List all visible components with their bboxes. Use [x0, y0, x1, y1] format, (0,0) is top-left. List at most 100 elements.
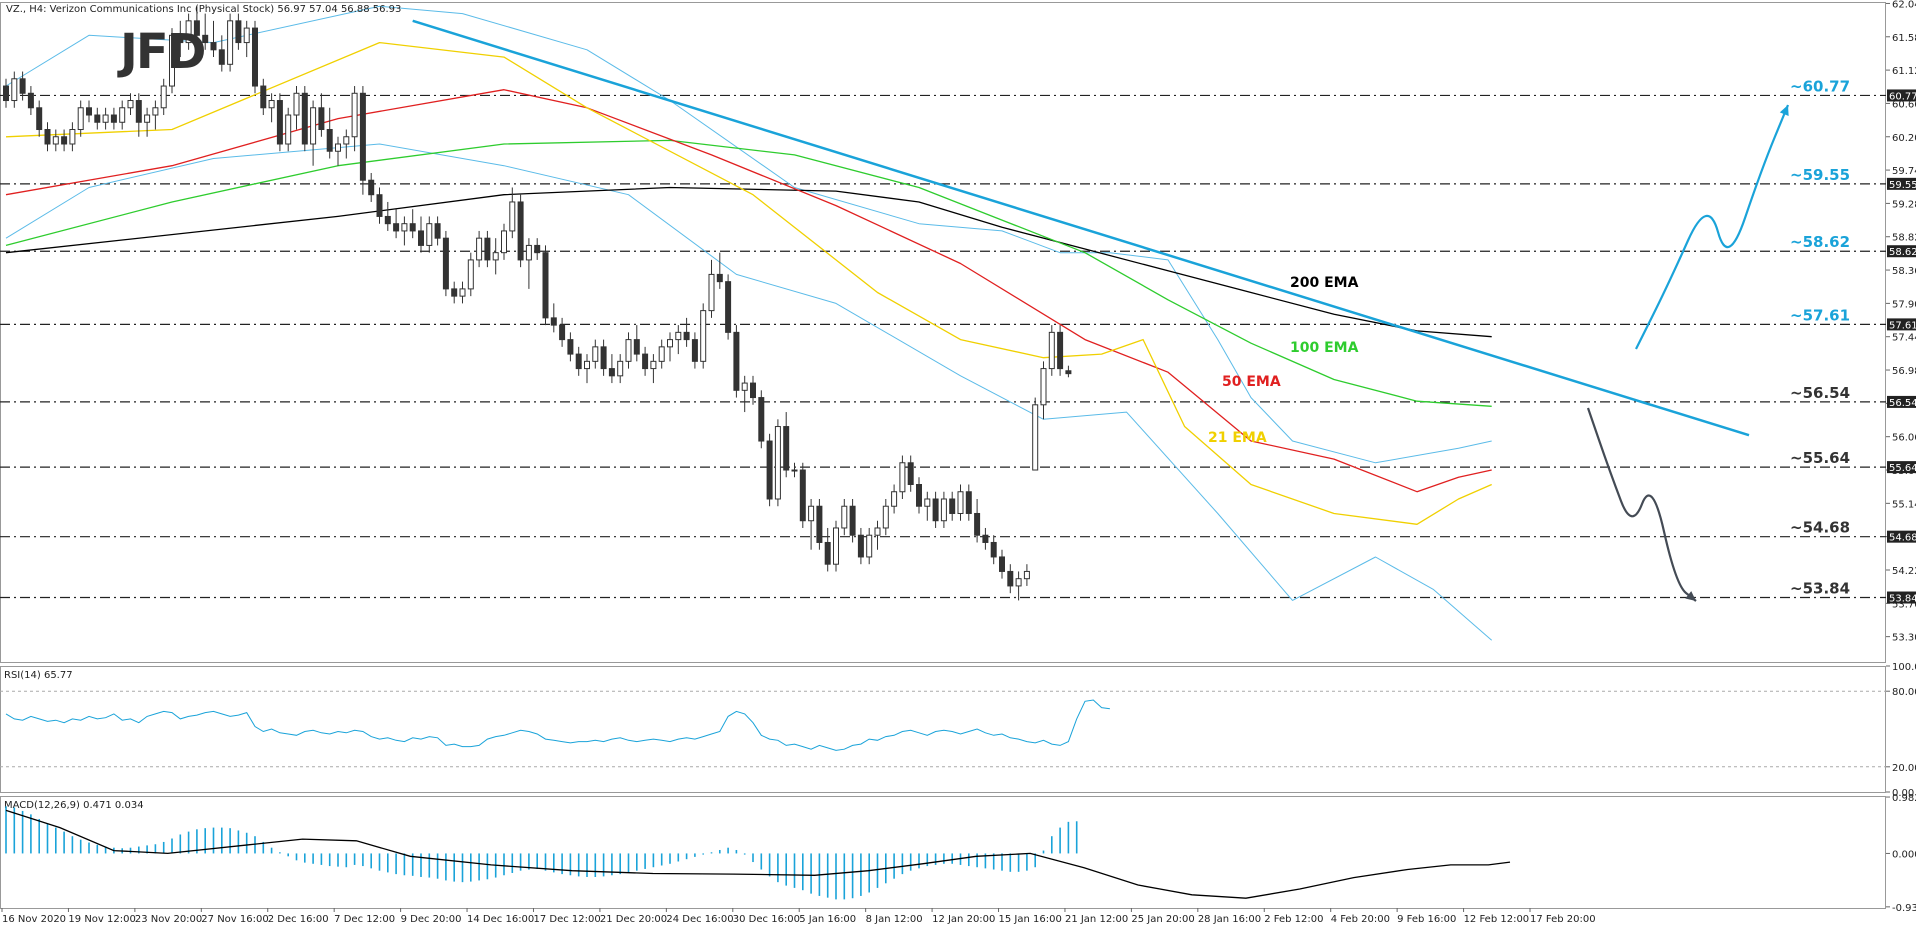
candle: [401, 216, 408, 246]
candle: [849, 498, 856, 543]
candle: [675, 325, 682, 355]
candle-body: [110, 114, 117, 123]
candle-body: [866, 534, 873, 558]
macd-histogram-bar: [1026, 853, 1028, 871]
candle-body: [442, 237, 449, 290]
candle: [434, 216, 441, 246]
bollinger-lower-line: [5, 143, 1493, 641]
candle-body: [401, 223, 408, 232]
candle: [866, 527, 873, 565]
candle-body: [11, 78, 18, 102]
price-tag: [1887, 245, 1916, 258]
candle-body: [849, 505, 856, 536]
candle-body: [434, 223, 441, 239]
candle: [650, 354, 657, 384]
macd-histogram-bar: [1034, 853, 1036, 868]
candle: [891, 484, 898, 514]
candle: [708, 259, 715, 318]
level-label: ~56.54: [1790, 384, 1850, 402]
macd-histogram-bar: [968, 853, 970, 867]
level-label: ~59.55: [1790, 166, 1850, 184]
candle-body: [1007, 570, 1014, 587]
macd-histogram-bar: [196, 829, 198, 854]
x-tick-label: 17 Feb 20:00: [1530, 914, 1596, 925]
candle: [210, 20, 217, 58]
x-tick-label: 21 Jan 12:00: [1065, 914, 1128, 925]
y-tick-label: 55.14: [1892, 499, 1916, 510]
macd-histogram-bar: [544, 853, 547, 871]
candle: [301, 86, 308, 152]
candle-body: [36, 107, 43, 131]
candle-body: [227, 20, 234, 65]
candle-body: [218, 49, 225, 65]
candle-body: [326, 129, 333, 152]
candle-body: [642, 353, 649, 370]
price-tag-label: 60.77: [1889, 91, 1916, 102]
macd-tick-label: 0.000: [1892, 849, 1916, 860]
macd-histogram-bar: [1075, 821, 1078, 854]
candle: [235, 13, 242, 50]
candle-body: [235, 20, 242, 44]
candle-body: [77, 107, 84, 131]
candle-body: [1065, 370, 1072, 375]
macd-histogram-bar: [5, 806, 7, 854]
candle: [77, 100, 84, 137]
candle: [409, 209, 416, 239]
x-tick-label: 16 Nov 2020: [2, 914, 66, 925]
candle-body: [758, 397, 765, 442]
x-tick-label: 9 Dec 20:00: [401, 914, 462, 925]
macd-histogram-bar: [951, 853, 953, 864]
candle-body: [857, 534, 864, 558]
price-tag-label: 55.64: [1889, 463, 1916, 474]
macd-histogram-bar: [577, 853, 580, 877]
macd-histogram-bar: [785, 853, 787, 886]
macd-histogram-bar: [345, 853, 348, 868]
candle: [11, 71, 18, 108]
candle: [733, 325, 740, 398]
macd-histogram-bar: [46, 823, 49, 854]
candle-body: [683, 331, 690, 341]
candle: [700, 303, 707, 369]
panel-frame: [0, 666, 1886, 793]
x-tick-label: 19 Nov 12:00: [68, 914, 135, 925]
candle-body: [509, 201, 516, 232]
candle: [824, 527, 831, 572]
x-tick-label: 12 Feb 12:00: [1464, 914, 1530, 925]
x-tick-label: 2 Feb 12:00: [1264, 914, 1323, 925]
candle-body: [708, 273, 715, 312]
candle: [982, 527, 989, 550]
macd-histogram-bar: [876, 853, 879, 888]
candle-body: [409, 223, 416, 232]
candle: [741, 375, 748, 413]
macd-histogram-bar: [901, 853, 904, 875]
macd-histogram-bar: [162, 841, 165, 854]
macd-histogram-bar: [187, 831, 190, 854]
annotations: 200 EMA 100 EMA 50 EMA 21 EMA: [1208, 104, 1790, 602]
macd-histogram-bar: [79, 839, 82, 854]
candle-body: [1040, 368, 1047, 406]
macd-histogram-bar: [328, 853, 331, 867]
candle-body: [94, 114, 101, 123]
ema200-line: [5, 186, 1492, 338]
rsi-tick-label: 0.00: [1892, 788, 1914, 799]
candle: [882, 498, 889, 536]
candle-body: [924, 498, 931, 507]
candle-body: [534, 244, 541, 254]
candle: [716, 252, 723, 289]
macd-histogram-bar: [287, 853, 289, 857]
bullish-projection-path: [1635, 104, 1790, 350]
candle-body: [725, 281, 732, 333]
ema21-label: 21 EMA: [1208, 430, 1267, 446]
x-tick-label: 7 Dec 12:00: [334, 914, 395, 925]
x-tick-label: 17 Dec 12:00: [533, 914, 600, 925]
macd-histogram-bar: [851, 853, 854, 899]
macd-histogram-bar: [918, 853, 920, 869]
candle-body: [210, 42, 217, 51]
candle: [102, 107, 109, 130]
candle-body: [343, 136, 350, 145]
x-tick-label: 8 Jan 12:00: [866, 914, 923, 925]
macd-histogram-bar: [254, 836, 256, 854]
candle-body: [61, 136, 68, 145]
candle-body: [285, 114, 292, 145]
